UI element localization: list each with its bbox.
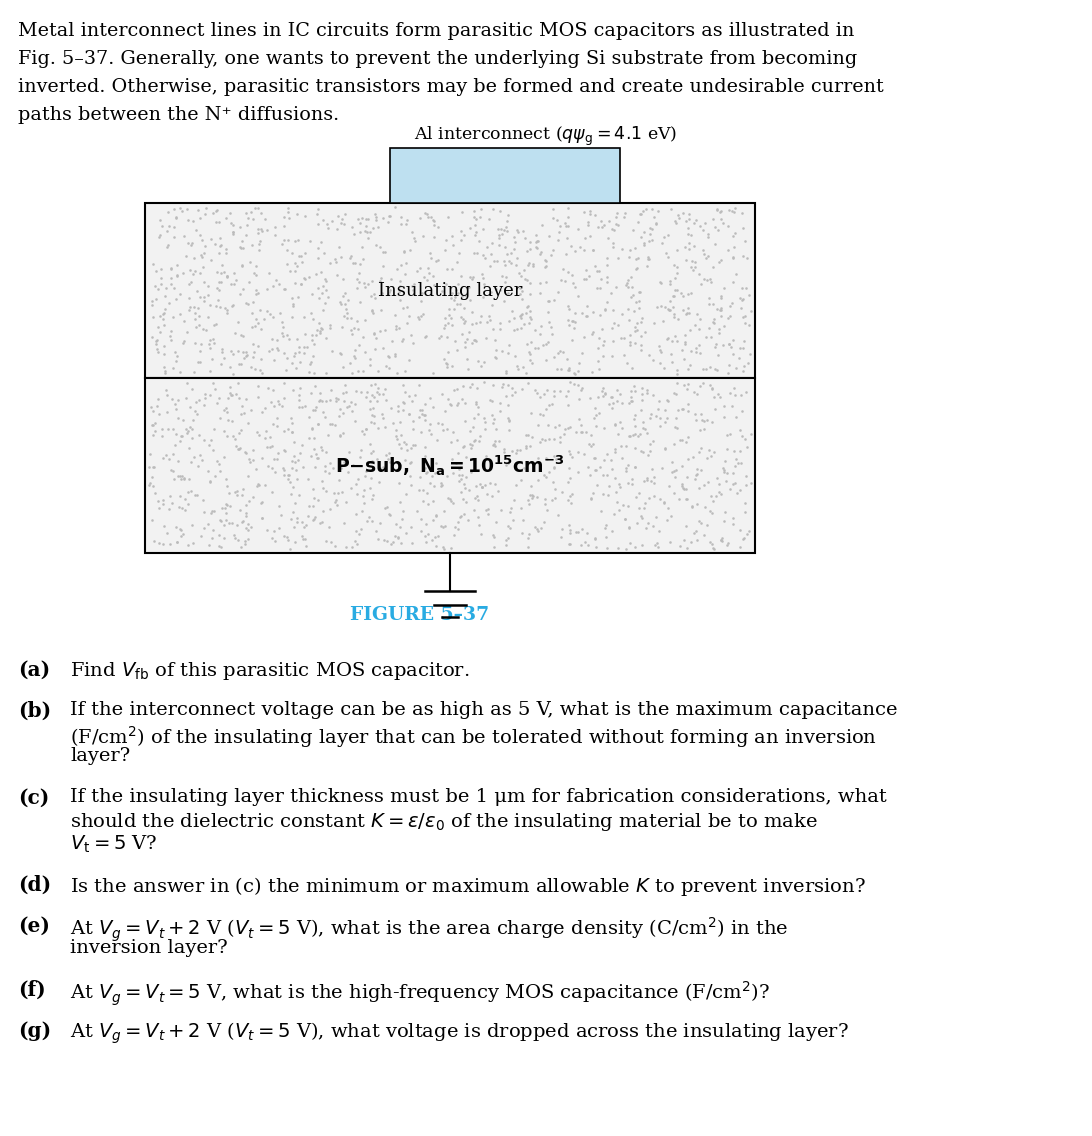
Text: (b): (b) [17, 701, 51, 721]
Text: Fig. 5–37. Generally, one wants to prevent the underlying Si substrate from beco: Fig. 5–37. Generally, one wants to preve… [17, 50, 857, 68]
Text: $V_\mathrm{t} = 5$ V?: $V_\mathrm{t} = 5$ V? [70, 834, 157, 855]
Bar [390, 148, 620, 203]
Text: FIGURE 5–37: FIGURE 5–37 [351, 605, 489, 624]
Text: If the insulating layer thickness must be 1 μm for fabrication considerations, w: If the insulating layer thickness must b… [70, 788, 887, 807]
Text: At $V_g = V_t + 2$ V ($V_t = 5$ V), what voltage is dropped across the insulatin: At $V_g = V_t + 2$ V ($V_t = 5$ V), what… [70, 1021, 848, 1046]
Text: At $V_g = V_t = 5$ V, what is the high-frequency MOS capacitance (F/cm$^2$)?: At $V_g = V_t = 5$ V, what is the high-f… [70, 980, 770, 1009]
Bar [145, 378, 755, 553]
Text: $\bf{P\mathregular{-}sub,}\ \bf{N_a = 10^{15}cm^{-3}}$: $\bf{P\mathregular{-}sub,}\ \bf{N_a = 10… [335, 453, 565, 478]
Text: (f): (f) [17, 980, 46, 1000]
Text: (F/cm$^2$) of the insulating layer that can be tolerated without forming an inve: (F/cm$^2$) of the insulating layer that … [70, 724, 877, 750]
Text: If the interconnect voltage can be as high as 5 V, what is the maximum capacitan: If the interconnect voltage can be as hi… [70, 701, 898, 719]
Text: Al interconnect ($q\psi_\mathrm{g} = 4.1$ eV): Al interconnect ($q\psi_\mathrm{g} = 4.1… [414, 125, 678, 148]
Text: (e): (e) [17, 916, 50, 936]
Text: should the dielectric constant $K = \varepsilon/\varepsilon_0$ of the insulating: should the dielectric constant $K = \var… [70, 811, 818, 833]
Text: (c): (c) [17, 788, 49, 808]
Text: Metal interconnect lines in IC circuits form parasitic MOS capacitors as illustr: Metal interconnect lines in IC circuits … [17, 22, 854, 40]
Text: (a): (a) [17, 660, 50, 680]
Text: Find $V_{\mathrm{fb}}$ of this parasitic MOS capacitor.: Find $V_{\mathrm{fb}}$ of this parasitic… [70, 660, 470, 682]
Text: (g): (g) [17, 1021, 51, 1041]
Text: (d): (d) [17, 875, 51, 895]
Text: inverted. Otherwise, parasitic transistors may be formed and create undesirable : inverted. Otherwise, parasitic transisto… [17, 78, 883, 97]
Text: Insulating layer: Insulating layer [378, 282, 522, 300]
Text: At $V_g = V_t + 2$ V ($V_t = 5$ V), what is the area charge density (C/cm$^2$) i: At $V_g = V_t + 2$ V ($V_t = 5$ V), what… [70, 916, 788, 944]
Bar [145, 203, 755, 378]
Text: paths between the N⁺ diffusions.: paths between the N⁺ diffusions. [17, 106, 340, 124]
Text: layer?: layer? [70, 747, 130, 765]
Text: Is the answer in (c) the minimum or maximum allowable $K$ to prevent inversion?: Is the answer in (c) the minimum or maxi… [70, 875, 866, 897]
Text: inversion layer?: inversion layer? [70, 939, 228, 957]
